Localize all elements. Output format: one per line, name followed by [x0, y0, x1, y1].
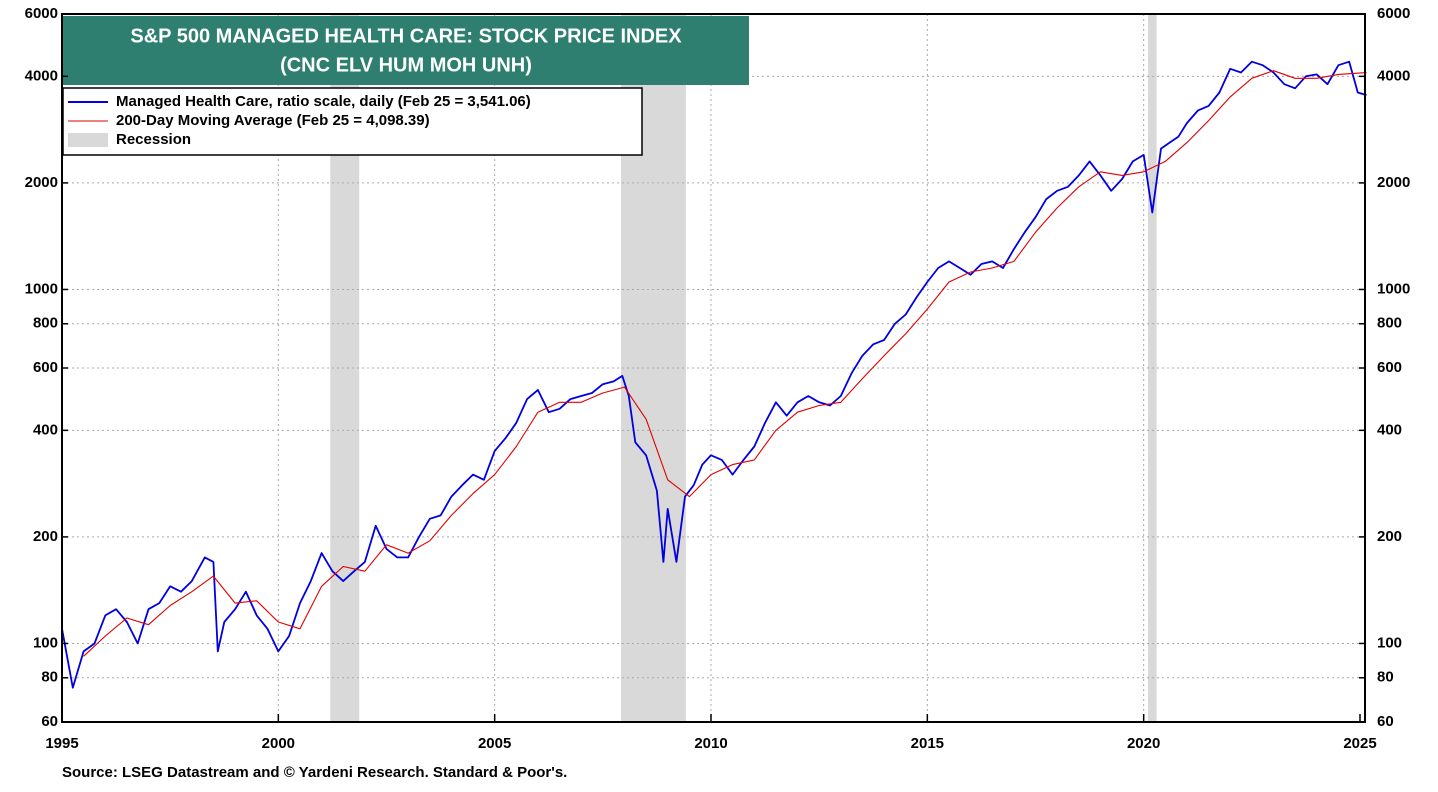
y-tick-label: 1000: [25, 280, 58, 297]
x-tick-label: 2005: [478, 735, 511, 752]
legend: [62, 87, 643, 156]
x-tick-label: 2025: [1343, 735, 1376, 752]
y2-tick-label: 100: [1377, 634, 1402, 651]
y-tick-label: 80: [41, 669, 58, 686]
y2-tick-label: 1000: [1377, 280, 1410, 297]
y2-tick-label: 200: [1377, 528, 1402, 545]
y2-tick-label: 400: [1377, 421, 1402, 438]
y-tick-label: 100: [33, 634, 58, 651]
y-tick-label: 400: [33, 421, 58, 438]
chart-subtitle: (CNC ELV HUM MOH UNH): [280, 54, 532, 76]
y-tick-label: 800: [33, 315, 58, 332]
title-box: [63, 16, 749, 85]
series-line: [83, 70, 1367, 657]
legend-label: Managed Health Care, ratio scale, daily …: [116, 93, 531, 110]
legend-swatch: [68, 133, 108, 147]
chart-title: S&P 500 MANAGED HEALTH CARE: STOCK PRICE…: [130, 25, 682, 47]
y-tick-label: 200: [33, 528, 58, 545]
series-line: [61, 60, 1367, 689]
y2-tick-label: 800: [1377, 315, 1402, 332]
y-tick-label: 2000: [25, 174, 58, 191]
y-tick-label: 60: [41, 713, 58, 730]
source: Source: LSEG Datastream and © Yardeni Re…: [62, 764, 567, 781]
y2-tick-label: 4000: [1377, 67, 1410, 84]
x-tick-label: 2000: [262, 735, 295, 752]
legend-label: 200-Day Moving Average (Feb 25 = 4,098.3…: [116, 112, 430, 129]
x-tick-label: 2020: [1127, 735, 1160, 752]
y-tick-label: 4000: [25, 67, 58, 84]
y2-tick-label: 80: [1377, 669, 1394, 686]
x-tick-label: 2010: [694, 735, 727, 752]
y-tick-label: 6000: [25, 5, 58, 22]
y2-tick-label: 6000: [1377, 5, 1410, 22]
y-tick-label: 600: [33, 359, 58, 376]
y2-tick-label: 2000: [1377, 174, 1410, 191]
y2-tick-label: 600: [1377, 359, 1402, 376]
y2-tick-label: 60: [1377, 713, 1394, 730]
x-tick-label: 1995: [45, 735, 78, 752]
legend-label: Recession: [116, 131, 191, 148]
x-tick-label: 2015: [911, 735, 944, 752]
